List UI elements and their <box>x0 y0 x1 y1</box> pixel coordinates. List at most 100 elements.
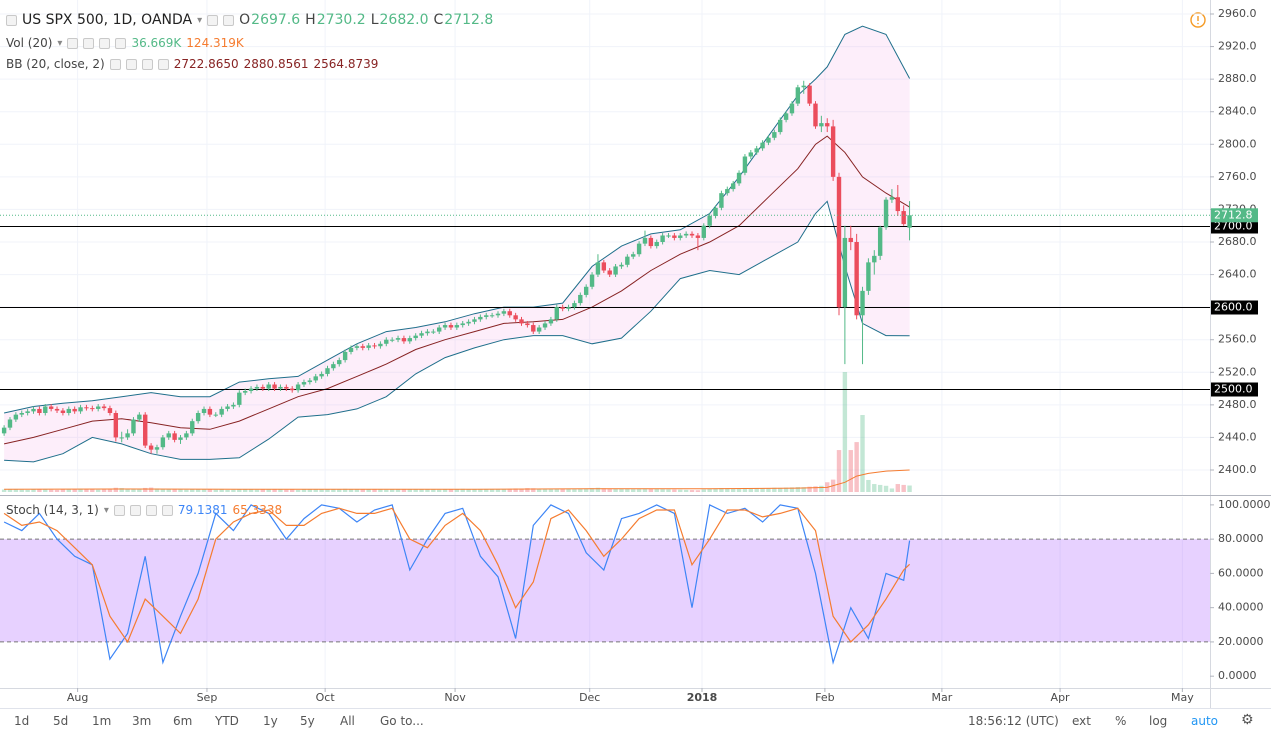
candle-body <box>190 421 195 434</box>
candle-body <box>513 315 518 320</box>
alert-icon[interactable] <box>1190 12 1206 28</box>
volume-bar <box>307 489 313 492</box>
add-icon[interactable] <box>141 58 153 70</box>
candle-body <box>436 327 442 332</box>
settings-icon[interactable] <box>83 37 95 49</box>
volume-bar <box>66 489 71 492</box>
volume-bar <box>148 487 154 492</box>
candle-body <box>554 307 559 320</box>
candle-body <box>125 433 130 438</box>
eye-icon[interactable] <box>113 504 125 516</box>
settings-icon[interactable] <box>223 14 235 26</box>
candle-body <box>648 237 654 247</box>
candle-body <box>877 227 883 256</box>
volume-bar <box>772 487 777 492</box>
candle-body <box>836 176 842 308</box>
volume-bar <box>460 488 465 492</box>
volume-bar <box>389 489 395 492</box>
settings-button[interactable]: ⚙ <box>1241 712 1254 728</box>
candle-body <box>419 333 424 336</box>
volume-bar <box>454 488 460 492</box>
option-button[interactable]: ext <box>1072 714 1091 728</box>
candle-body <box>683 233 689 236</box>
volume-bar <box>319 489 324 492</box>
candle-body <box>907 215 912 228</box>
volume-bar <box>43 489 48 492</box>
collapse-icon[interactable] <box>6 14 17 26</box>
candle-body <box>542 323 548 328</box>
volume-bar <box>131 488 136 492</box>
candle-body <box>701 225 706 238</box>
x-tick-label: Nov <box>444 691 466 704</box>
dropdown-icon[interactable]: ▾ <box>197 14 203 26</box>
bb-upper-line <box>3 25 911 414</box>
add-icon[interactable] <box>145 504 157 516</box>
volume-bar <box>607 488 612 492</box>
volume-bar <box>713 488 718 492</box>
eye-icon[interactable] <box>109 58 121 70</box>
range-button[interactable]: 6m <box>173 714 193 728</box>
candle-body <box>489 315 495 317</box>
volume-bar <box>489 488 495 492</box>
volume-bar <box>7 489 13 492</box>
volume-bar <box>578 488 583 492</box>
volume-bar <box>907 485 912 492</box>
range-button[interactable]: 5y <box>300 714 315 728</box>
option-button[interactable]: auto <box>1191 714 1219 728</box>
goto-button[interactable]: Go to... <box>380 714 424 728</box>
range-button[interactable]: 5d <box>53 714 69 728</box>
dropdown-icon[interactable]: ▾ <box>57 37 63 49</box>
candle-body <box>231 404 236 407</box>
volume-bar <box>683 489 689 492</box>
volume-bar <box>583 488 589 492</box>
add-icon[interactable] <box>99 37 111 49</box>
range-button[interactable]: 3m <box>132 714 152 728</box>
candle-body <box>519 319 524 324</box>
candle-body <box>789 103 795 114</box>
ohlc-key: O <box>239 12 251 28</box>
volume-bar <box>525 488 530 492</box>
volume-bar <box>625 488 630 492</box>
volume-bar <box>413 489 418 492</box>
candle-body <box>572 303 577 308</box>
option-button[interactable]: log <box>1149 714 1168 728</box>
volume-bar <box>360 489 365 492</box>
volume-bar <box>184 489 189 492</box>
volume-bar <box>725 488 730 492</box>
candle-body <box>90 408 95 410</box>
candle-body <box>337 360 342 365</box>
volume-bar <box>442 489 448 492</box>
remove-icon[interactable] <box>161 504 173 516</box>
candle-body <box>113 413 119 438</box>
remove-icon[interactable] <box>157 58 169 70</box>
volume-bar <box>348 488 354 492</box>
price-tag-label: 2600.0 <box>1214 301 1253 314</box>
volume-bar <box>589 488 595 492</box>
range-button[interactable]: 1d <box>14 714 30 728</box>
range-button[interactable]: All <box>340 714 355 728</box>
volume-bar <box>219 489 224 492</box>
candle-body <box>54 408 60 411</box>
candle-body <box>460 323 465 326</box>
range-button[interactable]: 1m <box>92 714 112 728</box>
candle-body <box>237 392 242 405</box>
candle-body <box>201 408 207 414</box>
candle-body <box>148 445 154 450</box>
remove-icon[interactable] <box>115 37 127 49</box>
settings-icon[interactable] <box>129 504 141 516</box>
candle-body <box>672 235 677 238</box>
option-button[interactable]: % <box>1115 714 1127 728</box>
eye-icon[interactable] <box>207 14 219 26</box>
settings-icon[interactable] <box>125 58 137 70</box>
candle-body <box>448 325 454 328</box>
volume-bar <box>213 489 218 492</box>
candle-body <box>319 373 324 377</box>
price-tag-label: 2500.0 <box>1214 383 1253 396</box>
volume-bar <box>678 489 683 492</box>
candle-body <box>495 313 501 316</box>
candle-body <box>689 233 695 236</box>
dropdown-icon[interactable]: ▾ <box>103 504 109 516</box>
range-button[interactable]: YTD <box>215 714 239 728</box>
range-button[interactable]: 1y <box>263 714 278 728</box>
eye-icon[interactable] <box>67 37 79 49</box>
